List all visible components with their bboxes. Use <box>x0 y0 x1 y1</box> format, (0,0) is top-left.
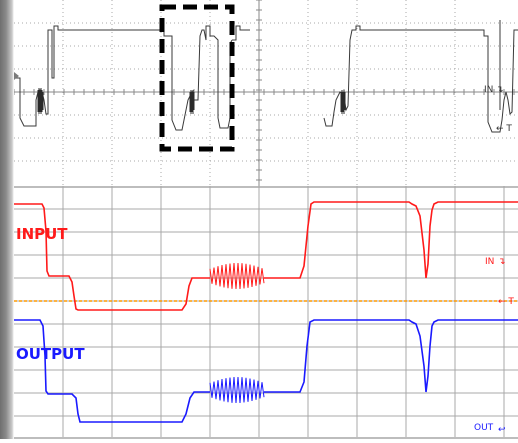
top-trace <box>14 20 518 133</box>
bottom-scope-svg: INPUT OUTPUT IN ↴ ← T OUT ↩ <box>14 186 518 439</box>
input-title: INPUT <box>16 225 68 243</box>
top-scope-panel: IN ↴ ← T <box>13 0 518 186</box>
bottom-scope-panel: INPUT OUTPUT IN ↴ ← T OUT ↩ <box>14 186 518 439</box>
left-rail <box>0 0 14 439</box>
top-grid <box>13 0 518 186</box>
bottom-in-label: IN <box>485 257 494 267</box>
bottom-out-label: OUT <box>474 423 494 433</box>
top-scope-svg: IN ↴ ← T <box>13 0 518 186</box>
top-in-icon: ↴ <box>496 85 504 95</box>
top-trigger-label: ← T <box>496 124 512 134</box>
top-in-label: IN <box>484 85 493 95</box>
selection-rectangle[interactable] <box>159 4 235 152</box>
output-trace <box>14 319 518 423</box>
output-burst <box>209 376 265 404</box>
bottom-out-icon: ↩ <box>498 425 506 435</box>
bottom-trigger-label: ← T <box>498 297 514 307</box>
input-burst <box>209 262 265 290</box>
input-trace <box>14 201 518 311</box>
bottom-grid <box>14 186 518 439</box>
output-title: OUTPUT <box>16 345 85 363</box>
bottom-in-icon: ↴ <box>498 257 506 267</box>
ground-marker-icon <box>14 72 19 80</box>
